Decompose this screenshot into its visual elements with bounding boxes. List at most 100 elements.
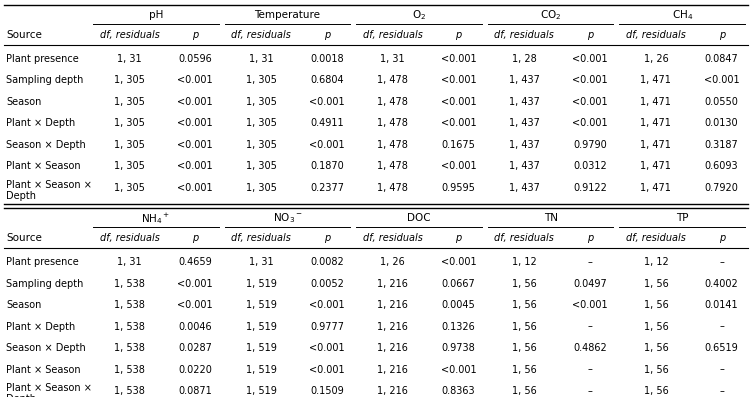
Text: 1, 216: 1, 216 bbox=[378, 386, 408, 396]
Text: 1, 56: 1, 56 bbox=[512, 322, 537, 331]
Text: 1, 478: 1, 478 bbox=[378, 162, 408, 172]
Text: O$_2$: O$_2$ bbox=[412, 8, 426, 22]
Text: 1, 519: 1, 519 bbox=[246, 386, 277, 396]
Text: <0.001: <0.001 bbox=[309, 343, 344, 353]
Text: Season × Depth: Season × Depth bbox=[6, 140, 86, 150]
Text: –: – bbox=[587, 257, 593, 267]
Text: 1, 471: 1, 471 bbox=[641, 183, 672, 193]
Text: p: p bbox=[324, 30, 330, 40]
Text: 1, 305: 1, 305 bbox=[114, 183, 145, 193]
Text: <0.001: <0.001 bbox=[309, 140, 344, 150]
Text: 1, 471: 1, 471 bbox=[641, 75, 672, 85]
Text: Depth: Depth bbox=[6, 191, 36, 201]
Text: Plant presence: Plant presence bbox=[6, 54, 79, 64]
Text: 1, 478: 1, 478 bbox=[378, 183, 408, 193]
Text: <0.001: <0.001 bbox=[177, 183, 213, 193]
Text: 0.0220: 0.0220 bbox=[178, 364, 212, 375]
Text: <0.001: <0.001 bbox=[441, 75, 476, 85]
Text: <0.001: <0.001 bbox=[177, 300, 213, 310]
Text: df, residuals: df, residuals bbox=[362, 233, 423, 243]
Text: 0.1675: 0.1675 bbox=[441, 140, 475, 150]
Text: p: p bbox=[456, 233, 462, 243]
Text: Source: Source bbox=[6, 233, 42, 243]
Text: 0.0141: 0.0141 bbox=[705, 300, 738, 310]
Text: <0.001: <0.001 bbox=[177, 118, 213, 129]
Text: 1, 28: 1, 28 bbox=[512, 54, 537, 64]
Text: 0.7920: 0.7920 bbox=[705, 183, 738, 193]
Text: 1, 471: 1, 471 bbox=[641, 118, 672, 129]
Text: 1, 305: 1, 305 bbox=[114, 75, 145, 85]
Text: 0.0871: 0.0871 bbox=[178, 386, 212, 396]
Text: 1, 478: 1, 478 bbox=[378, 118, 408, 129]
Text: 0.0045: 0.0045 bbox=[441, 300, 475, 310]
Text: 0.4659: 0.4659 bbox=[178, 257, 212, 267]
Text: df, residuals: df, residuals bbox=[231, 233, 291, 243]
Text: 0.8363: 0.8363 bbox=[441, 386, 475, 396]
Text: 1, 31: 1, 31 bbox=[381, 54, 405, 64]
Text: p: p bbox=[719, 233, 725, 243]
Text: –: – bbox=[587, 364, 593, 375]
Text: 1, 56: 1, 56 bbox=[644, 300, 669, 310]
Text: p: p bbox=[587, 233, 593, 243]
Text: 0.0550: 0.0550 bbox=[705, 97, 738, 107]
Text: 1, 26: 1, 26 bbox=[644, 54, 669, 64]
Text: df, residuals: df, residuals bbox=[362, 30, 423, 40]
Text: Depth: Depth bbox=[6, 394, 36, 397]
Text: 1, 538: 1, 538 bbox=[114, 364, 145, 375]
Text: 0.0312: 0.0312 bbox=[573, 162, 607, 172]
Text: 0.0497: 0.0497 bbox=[573, 279, 607, 289]
Text: <0.001: <0.001 bbox=[441, 54, 476, 64]
Text: 1, 31: 1, 31 bbox=[249, 54, 274, 64]
Text: –: – bbox=[719, 257, 724, 267]
Text: <0.001: <0.001 bbox=[177, 140, 213, 150]
Text: Season: Season bbox=[6, 300, 41, 310]
Text: 1, 31: 1, 31 bbox=[249, 257, 274, 267]
Text: <0.001: <0.001 bbox=[441, 118, 476, 129]
Text: Plant × Depth: Plant × Depth bbox=[6, 118, 75, 129]
Text: 1, 305: 1, 305 bbox=[246, 183, 277, 193]
Text: 1, 437: 1, 437 bbox=[509, 118, 540, 129]
Text: 1, 305: 1, 305 bbox=[246, 162, 277, 172]
Text: df, residuals: df, residuals bbox=[494, 30, 554, 40]
Text: 1, 519: 1, 519 bbox=[246, 364, 277, 375]
Text: 1, 437: 1, 437 bbox=[509, 162, 540, 172]
Text: 1, 26: 1, 26 bbox=[381, 257, 405, 267]
Text: 1, 437: 1, 437 bbox=[509, 75, 540, 85]
Text: 0.3187: 0.3187 bbox=[705, 140, 738, 150]
Text: 1, 31: 1, 31 bbox=[117, 54, 142, 64]
Text: 0.1326: 0.1326 bbox=[441, 322, 475, 331]
Text: 1, 478: 1, 478 bbox=[378, 97, 408, 107]
Text: Sampling depth: Sampling depth bbox=[6, 279, 83, 289]
Text: 0.1509: 0.1509 bbox=[310, 386, 344, 396]
Text: 1, 305: 1, 305 bbox=[246, 140, 277, 150]
Text: 0.0287: 0.0287 bbox=[178, 343, 212, 353]
Text: <0.001: <0.001 bbox=[441, 162, 476, 172]
Text: CH$_4$: CH$_4$ bbox=[672, 8, 693, 22]
Text: 0.0130: 0.0130 bbox=[705, 118, 738, 129]
Text: 1, 305: 1, 305 bbox=[246, 75, 277, 85]
Text: 1, 471: 1, 471 bbox=[641, 162, 672, 172]
Text: 1, 478: 1, 478 bbox=[378, 75, 408, 85]
Text: <0.001: <0.001 bbox=[572, 97, 608, 107]
Text: <0.001: <0.001 bbox=[177, 162, 213, 172]
Text: Sampling depth: Sampling depth bbox=[6, 75, 83, 85]
Text: p: p bbox=[193, 30, 199, 40]
Text: NH$_4$$^+$: NH$_4$$^+$ bbox=[141, 211, 171, 225]
Text: –: – bbox=[719, 364, 724, 375]
Text: 1, 538: 1, 538 bbox=[114, 300, 145, 310]
Text: 0.1870: 0.1870 bbox=[310, 162, 344, 172]
Text: 0.9790: 0.9790 bbox=[573, 140, 607, 150]
Text: 1, 519: 1, 519 bbox=[246, 300, 277, 310]
Text: df, residuals: df, residuals bbox=[231, 30, 291, 40]
Text: TN: TN bbox=[544, 213, 557, 223]
Text: 1, 56: 1, 56 bbox=[512, 386, 537, 396]
Text: TP: TP bbox=[676, 213, 688, 223]
Text: 0.0046: 0.0046 bbox=[178, 322, 212, 331]
Text: 0.0082: 0.0082 bbox=[310, 257, 344, 267]
Text: 1, 519: 1, 519 bbox=[246, 322, 277, 331]
Text: 1, 538: 1, 538 bbox=[114, 386, 145, 396]
Text: Plant × Depth: Plant × Depth bbox=[6, 322, 75, 331]
Text: 0.0018: 0.0018 bbox=[310, 54, 344, 64]
Text: 0.2377: 0.2377 bbox=[310, 183, 344, 193]
Text: CO$_2$: CO$_2$ bbox=[540, 8, 561, 22]
